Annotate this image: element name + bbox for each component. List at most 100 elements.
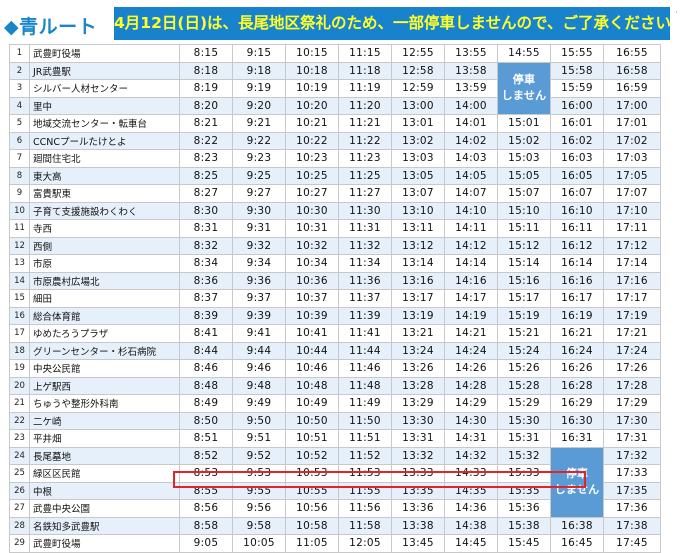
departure-time: 11:05 [285, 534, 339, 553]
departure-time: 13:31 [391, 429, 445, 448]
departure-time: 9:46 [232, 359, 286, 378]
departure-time: 11:32 [338, 236, 392, 255]
departure-time: 10:44 [285, 341, 339, 360]
departure-time: 16:11 [550, 219, 604, 238]
departure-time: 9:15 [232, 44, 286, 63]
departure-time: 15:30 [497, 411, 551, 430]
departure-time: 9:25 [232, 166, 286, 185]
stop-name: 西側 [29, 236, 180, 255]
departure-time: 14:17 [444, 289, 498, 308]
departure-time: 15:17 [497, 289, 551, 308]
departure-time: 17:11 [603, 219, 661, 238]
stop-name: JR武豊駅 [29, 61, 180, 80]
departure-time: 11:39 [338, 306, 392, 325]
departure-time: 10:34 [285, 254, 339, 273]
corner-mark: · [675, 8, 678, 18]
departure-time: 14:45 [444, 534, 498, 553]
departure-time: 8:58 [179, 516, 233, 535]
stop-name: 廻間住宅北 [29, 149, 180, 168]
stop-number: 23 [9, 429, 30, 448]
departure-time: 10:22 [285, 131, 339, 150]
departure-time: 8:32 [179, 236, 233, 255]
departure-time: 16:14 [550, 254, 604, 273]
no-stop-notice: 停車 しません [497, 61, 551, 115]
departure-time: 8:21 [179, 114, 233, 133]
departure-time: 15:58 [550, 61, 604, 80]
departure-time: 10:27 [285, 184, 339, 203]
departure-time: 11:27 [338, 184, 392, 203]
departure-time: 11:37 [338, 289, 392, 308]
stop-number: 16 [9, 306, 30, 325]
table-row: 12 西側 8:32 9:32 10:32 11:32 13:12 14:12 15:12 16:… [9, 236, 661, 255]
stop-number: 21 [9, 394, 30, 413]
departure-time: 11:25 [338, 166, 392, 185]
departure-time: 8:52 [179, 446, 233, 465]
departure-time: 11:19 [338, 79, 392, 98]
departure-time: 9:23 [232, 149, 286, 168]
departure-time: 14:21 [444, 324, 498, 343]
departure-time: 10:19 [285, 79, 339, 98]
departure-time: 9:34 [232, 254, 286, 273]
table-row: 2 JR武豊駅 8:18 9:18 10:18 11:18 12:58 13:58 停車 しません… [9, 61, 661, 115]
departure-time: 11:21 [338, 114, 392, 133]
departure-time: 10:51 [285, 429, 339, 448]
departure-time: 13:17 [391, 289, 445, 308]
departure-time: 11:41 [338, 324, 392, 343]
departure-time: 17:26 [603, 359, 661, 378]
departure-time: 13:05 [391, 166, 445, 185]
departure-time: 17:36 [603, 499, 661, 518]
stop-name: ゆめたろうプラザ [29, 324, 180, 343]
departure-time: 15:14 [497, 254, 551, 273]
stop-name: 長尾墓地 [29, 446, 180, 465]
departure-time: 14:31 [444, 429, 498, 448]
stop-name: 中根 [29, 481, 180, 500]
departure-time: 10:25 [285, 166, 339, 185]
departure-time: 10:20 [285, 96, 339, 115]
departure-time: 14:30 [444, 411, 498, 430]
departure-time: 15:33 [497, 464, 551, 483]
departure-time: 10:18 [285, 61, 339, 80]
departure-time: 14:36 [444, 499, 498, 518]
stop-name: 東大高 [29, 166, 180, 185]
departure-time: 12:05 [338, 534, 392, 553]
departure-time: 8:51 [179, 429, 233, 448]
departure-time: 14:26 [444, 359, 498, 378]
departure-time: 17:33 [603, 464, 661, 483]
departure-time: 11:51 [338, 429, 392, 448]
departure-time: 9:18 [232, 61, 286, 80]
departure-time: 10:53 [285, 464, 339, 483]
departure-time: 15:59 [550, 79, 604, 98]
departure-time: 10:36 [285, 271, 339, 290]
departure-time: 15:12 [497, 236, 551, 255]
stop-number: 10 [9, 201, 30, 220]
table-row: 29 武豊町役場 9:05 10:05 11:05 12:05 13:45 14:45 15:4… [9, 534, 661, 553]
departure-time: 13:33 [391, 464, 445, 483]
departure-time: 9:05 [179, 534, 233, 553]
festival-notice-banner: 4月12日(日)は、長尾地区祭礼のため、一部停車しませんので、ご了承ください [114, 7, 670, 40]
departure-time: 9:27 [232, 184, 286, 203]
stop-name: 市原 [29, 254, 180, 273]
departure-time: 9:44 [232, 341, 286, 360]
departure-time: 8:49 [179, 394, 233, 413]
departure-time: 14:10 [444, 201, 498, 220]
departure-time: 14:00 [444, 96, 498, 115]
departure-time: 14:28 [444, 376, 498, 395]
departure-time: 15:31 [497, 429, 551, 448]
departure-time: 9:56 [232, 499, 286, 518]
departure-time: 10:49 [285, 394, 339, 413]
departure-time: 8:19 [179, 79, 233, 98]
departure-time: 17:17 [603, 289, 661, 308]
stop-number: 22 [9, 411, 30, 430]
stop-name: 市原農村広場北 [29, 271, 180, 290]
departure-time: 17:45 [603, 534, 661, 553]
departure-time: 15:07 [497, 184, 551, 203]
stop-name: 名鉄知多武豊駅 [29, 516, 180, 535]
stop-number: 2 [9, 61, 30, 80]
departure-time: 17:28 [603, 376, 661, 395]
departure-time: 8:53 [179, 464, 233, 483]
departure-time: 17:16 [603, 271, 661, 290]
departure-time: 17:35 [603, 481, 661, 500]
departure-time: 16:38 [550, 516, 604, 535]
table-row: 21 ちゅうや整形外科南 8:49 9:49 10:49 11:49 13:29 14:29 1… [9, 394, 661, 413]
stop-number: 12 [9, 236, 30, 255]
